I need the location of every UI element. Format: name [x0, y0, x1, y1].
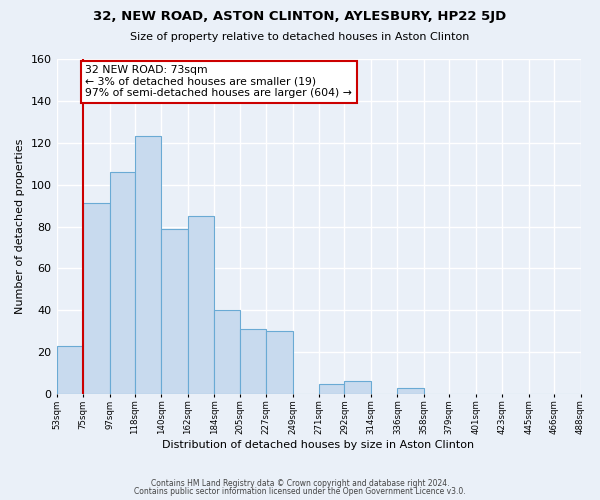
Bar	[135, 136, 161, 394]
Text: Contains HM Land Registry data © Crown copyright and database right 2024.: Contains HM Land Registry data © Crown c…	[151, 478, 449, 488]
Text: 32, NEW ROAD, ASTON CLINTON, AYLESBURY, HP22 5JD: 32, NEW ROAD, ASTON CLINTON, AYLESBURY, …	[94, 10, 506, 23]
Bar	[397, 388, 424, 394]
Bar	[266, 331, 293, 394]
Bar	[83, 204, 110, 394]
Bar	[110, 172, 135, 394]
Bar	[239, 329, 266, 394]
Y-axis label: Number of detached properties: Number of detached properties	[15, 139, 25, 314]
Text: Size of property relative to detached houses in Aston Clinton: Size of property relative to detached ho…	[130, 32, 470, 42]
Bar	[319, 384, 344, 394]
Bar	[161, 228, 188, 394]
Text: Contains public sector information licensed under the Open Government Licence v3: Contains public sector information licen…	[134, 487, 466, 496]
Bar	[214, 310, 239, 394]
Bar	[188, 216, 214, 394]
X-axis label: Distribution of detached houses by size in Aston Clinton: Distribution of detached houses by size …	[163, 440, 475, 450]
Bar	[56, 346, 83, 394]
Bar	[344, 382, 371, 394]
Text: 32 NEW ROAD: 73sqm
← 3% of detached houses are smaller (19)
97% of semi-detached: 32 NEW ROAD: 73sqm ← 3% of detached hous…	[85, 66, 352, 98]
